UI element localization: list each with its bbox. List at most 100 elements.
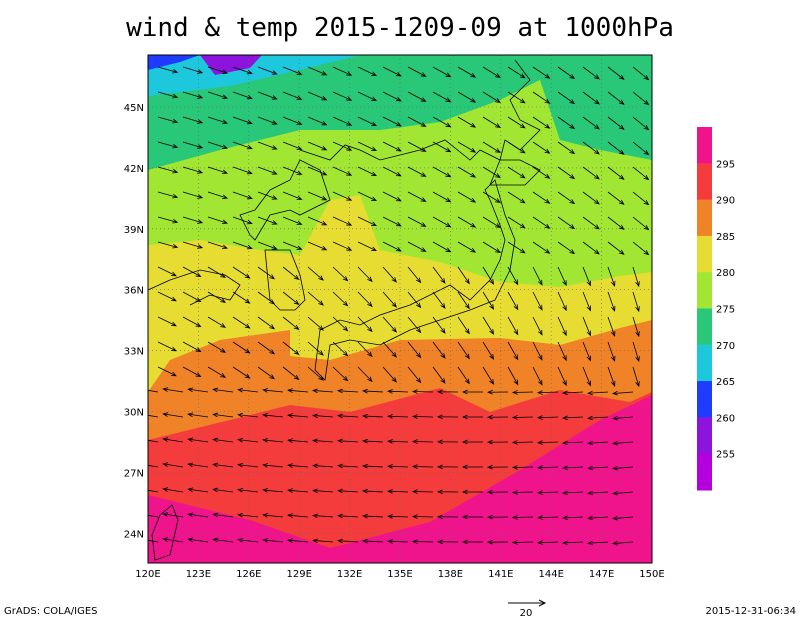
wind-arrow bbox=[432, 341, 446, 359]
wind-arrow bbox=[312, 388, 334, 394]
wind-arrow bbox=[536, 490, 559, 495]
wind-arrow bbox=[386, 414, 409, 419]
wind-arrow bbox=[157, 241, 179, 249]
wind-arrow bbox=[482, 166, 501, 179]
wind-arrow bbox=[407, 266, 422, 284]
wind-arrow bbox=[182, 66, 204, 74]
wind-arrow bbox=[262, 463, 284, 468]
wind-arrow bbox=[532, 266, 543, 286]
wind-arrow bbox=[187, 512, 209, 518]
wind-arrow bbox=[287, 463, 309, 468]
wind-arrow bbox=[337, 413, 359, 419]
wind-arrow bbox=[312, 438, 334, 444]
wind-arrow bbox=[536, 465, 559, 470]
colorbar-label: 280 bbox=[716, 268, 735, 279]
wind-arrow bbox=[362, 488, 384, 494]
wind-arrow bbox=[162, 412, 184, 418]
wind-arrow bbox=[507, 291, 519, 311]
wind-arrow bbox=[182, 266, 202, 278]
wind-arrow bbox=[207, 216, 229, 225]
wind-arrow bbox=[507, 341, 519, 361]
wind-arrow bbox=[432, 166, 452, 178]
wind-arrow bbox=[282, 116, 303, 125]
wind-arrow bbox=[187, 387, 209, 393]
wind-arrow bbox=[182, 341, 202, 353]
wind-arrow bbox=[237, 437, 259, 443]
wind-arrow bbox=[212, 462, 234, 468]
reference-vector bbox=[508, 599, 547, 607]
wind-arrow bbox=[562, 415, 584, 421]
wind-vectors bbox=[148, 66, 650, 546]
wind-arrow bbox=[262, 488, 284, 493]
wind-arrow bbox=[432, 116, 452, 128]
wind-arrow bbox=[407, 91, 427, 102]
colorbar-swatch bbox=[697, 417, 712, 455]
wind-arrow bbox=[612, 540, 634, 546]
colorbar-label: 295 bbox=[716, 159, 735, 170]
wind-arrow bbox=[557, 166, 576, 180]
lat-label: 39N bbox=[124, 225, 144, 236]
wind-arrow bbox=[507, 141, 526, 154]
wind-arrow bbox=[557, 241, 576, 255]
wind-arrow bbox=[507, 191, 526, 204]
lat-label: 33N bbox=[124, 347, 144, 358]
wind-arrow bbox=[587, 490, 609, 496]
wind-arrow bbox=[457, 216, 477, 228]
wind-arrow bbox=[632, 341, 640, 363]
wind-arrow bbox=[482, 66, 501, 79]
wind-arrow bbox=[587, 540, 609, 546]
wind-arrow bbox=[607, 216, 625, 230]
wind-arrow bbox=[407, 191, 427, 202]
wind-arrow bbox=[587, 415, 609, 421]
wind-arrow bbox=[282, 316, 300, 331]
wind-arrow bbox=[532, 216, 551, 229]
wind-arrow bbox=[411, 489, 434, 494]
wind-arrow bbox=[157, 66, 179, 74]
wind-arrow bbox=[432, 316, 446, 334]
wind-arrow bbox=[332, 166, 353, 176]
wind-arrow bbox=[312, 413, 334, 419]
wind-arrow bbox=[562, 440, 584, 446]
wind-arrow bbox=[207, 291, 227, 303]
wind-arrow bbox=[386, 539, 409, 544]
wind-arrow bbox=[511, 415, 534, 420]
wind-arrow bbox=[157, 266, 177, 277]
colorbar-swatch bbox=[697, 163, 712, 201]
wind-arrow bbox=[332, 116, 353, 126]
wind-arrow bbox=[262, 513, 284, 518]
wind-arrow bbox=[207, 116, 229, 125]
wind-arrow bbox=[257, 66, 278, 75]
wind-arrow bbox=[157, 316, 177, 327]
wind-arrow bbox=[207, 366, 227, 378]
wind-arrow bbox=[307, 241, 328, 251]
wind-arrow bbox=[407, 366, 422, 384]
wind-arrow bbox=[457, 116, 477, 128]
wind-arrow bbox=[362, 538, 384, 544]
wind-arrow bbox=[237, 387, 259, 393]
wind-arrow bbox=[357, 241, 377, 252]
wind-arrow bbox=[507, 91, 526, 104]
wind-arrow bbox=[607, 241, 625, 255]
wind-arrow bbox=[382, 166, 402, 177]
wind-arrow bbox=[407, 341, 422, 359]
wind-arrow bbox=[386, 489, 409, 494]
wind-arrow bbox=[432, 141, 452, 153]
colorbar-swatch bbox=[697, 453, 712, 491]
coastline bbox=[239, 159, 331, 241]
wind-arrow bbox=[507, 366, 519, 386]
wind-arrow bbox=[532, 241, 551, 254]
wind-arrow bbox=[511, 515, 534, 520]
wind-arrow bbox=[207, 316, 227, 328]
wind-arrow bbox=[237, 537, 259, 543]
colorbar-swatch bbox=[697, 344, 712, 382]
wind-arrow bbox=[511, 440, 534, 445]
wind-arrow bbox=[532, 341, 543, 361]
wind-arrow bbox=[532, 316, 543, 336]
wind-arrow bbox=[407, 66, 427, 77]
wind-arrow bbox=[287, 438, 309, 443]
wind-arrow bbox=[457, 291, 470, 310]
wind-arrow bbox=[187, 412, 209, 418]
wind-arrow bbox=[461, 389, 484, 395]
wind-arrow bbox=[182, 366, 202, 378]
wind-arrow bbox=[307, 216, 328, 226]
